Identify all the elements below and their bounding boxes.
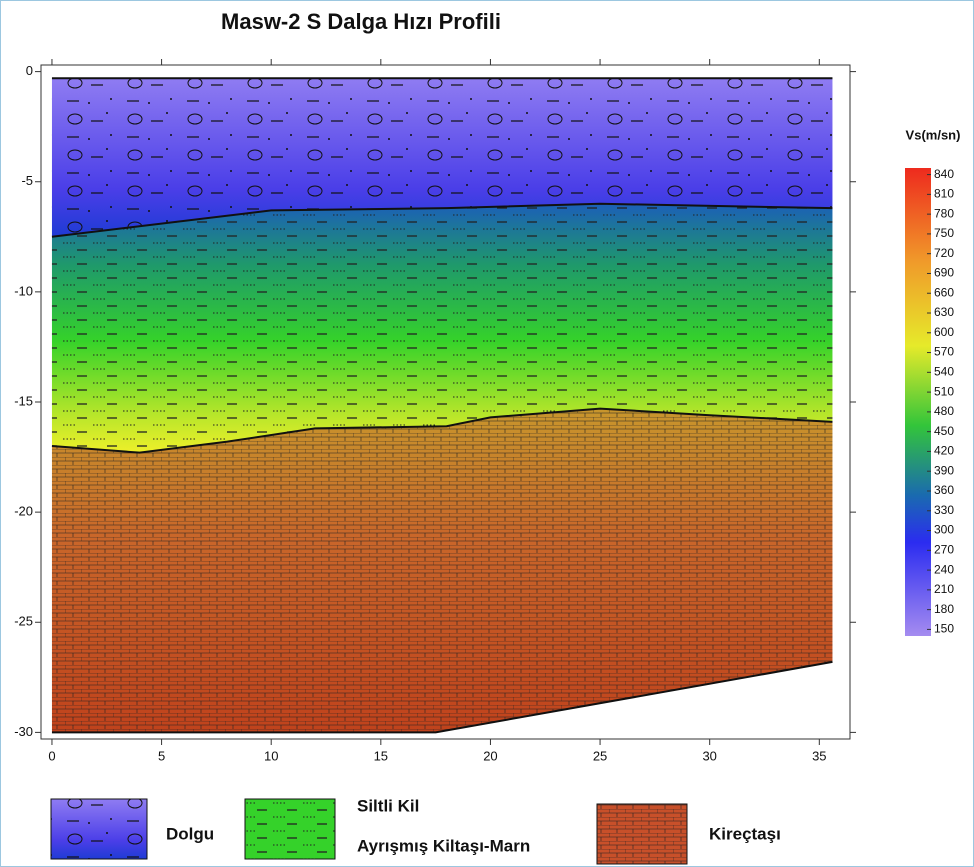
y-tick-label: -25	[14, 614, 33, 629]
colorbar-tick-label: 240	[934, 562, 954, 576]
colorbar-tick-label: 810	[934, 187, 954, 201]
colorbar-tick-label: 330	[934, 503, 954, 517]
y-tick-label: -5	[21, 173, 33, 188]
x-tick-label: 20	[483, 748, 497, 763]
legend-label: Siltli Kil	[357, 796, 419, 815]
y-tick-label: -10	[14, 283, 33, 298]
colorbar-tick-label: 540	[934, 365, 954, 379]
colorbar-tick-label: 660	[934, 285, 954, 299]
colorbar-tick-label: 390	[934, 463, 954, 477]
colorbar-tick-label: 150	[934, 622, 954, 636]
colorbar-tick-label: 750	[934, 226, 954, 240]
colorbar-tick-label: 690	[934, 266, 954, 280]
x-tick-label: 0	[48, 748, 55, 763]
colorbar-tick-label: 270	[934, 542, 954, 556]
y-tick-label: -20	[14, 504, 33, 519]
colorbar-tick-label: 570	[934, 345, 954, 359]
legend-label: Kireçtaşı	[709, 824, 781, 843]
y-tick-label: -15	[14, 393, 33, 408]
legend-label: Ayrışmış Kiltaşı-Marn	[357, 836, 530, 855]
colorbar-tick-label: 600	[934, 325, 954, 339]
colorbar	[905, 168, 931, 636]
legend-pattern	[245, 799, 335, 859]
x-tick-label: 15	[374, 748, 388, 763]
colorbar-tick-label: 630	[934, 305, 954, 319]
colorbar-tick-label: 300	[934, 523, 954, 537]
page: Masw-2 S Dalga Hızı Profili 051015202530…	[0, 0, 974, 867]
chart-title: Masw-2 S Dalga Hızı Profili	[221, 9, 501, 34]
colorbar-tick-label: 210	[934, 582, 954, 596]
colorbar-tick-label: 510	[934, 384, 954, 398]
y-tick-label: -30	[14, 724, 33, 739]
colorbar-tick-label: 780	[934, 206, 954, 220]
colorbar-tick-label: 480	[934, 404, 954, 418]
colorbar-tick-label: 840	[934, 167, 954, 181]
colorbar-tick-label: 180	[934, 602, 954, 616]
layer	[52, 409, 832, 733]
colorbar-tick-label: 720	[934, 246, 954, 260]
colorbar-tick-label: 450	[934, 424, 954, 438]
colorbar-tick-label: 360	[934, 483, 954, 497]
x-tick-label: 5	[158, 748, 165, 763]
legend: Dolgu Siltli Kil Ayrışmış Kiltaşı-Marn K…	[51, 796, 781, 864]
legend-pattern	[597, 804, 687, 864]
colorbar-title: Vs(m/sn)	[906, 127, 961, 142]
legend-pattern	[51, 799, 147, 859]
legend-label: Dolgu	[166, 824, 214, 843]
colorbar-tick-label: 420	[934, 444, 954, 458]
x-tick-label: 10	[264, 748, 278, 763]
x-tick-label: 30	[702, 748, 716, 763]
x-tick-label: 35	[812, 748, 826, 763]
plot-area: 0 5 10 15 20 25 30 35 0 -5 -10 -15 -20 -25 -30	[14, 59, 856, 763]
x-tick-label: 25	[593, 748, 607, 763]
y-tick-label: 0	[26, 63, 33, 78]
chart: Masw-2 S Dalga Hızı Profili 051015202530…	[1, 1, 973, 866]
